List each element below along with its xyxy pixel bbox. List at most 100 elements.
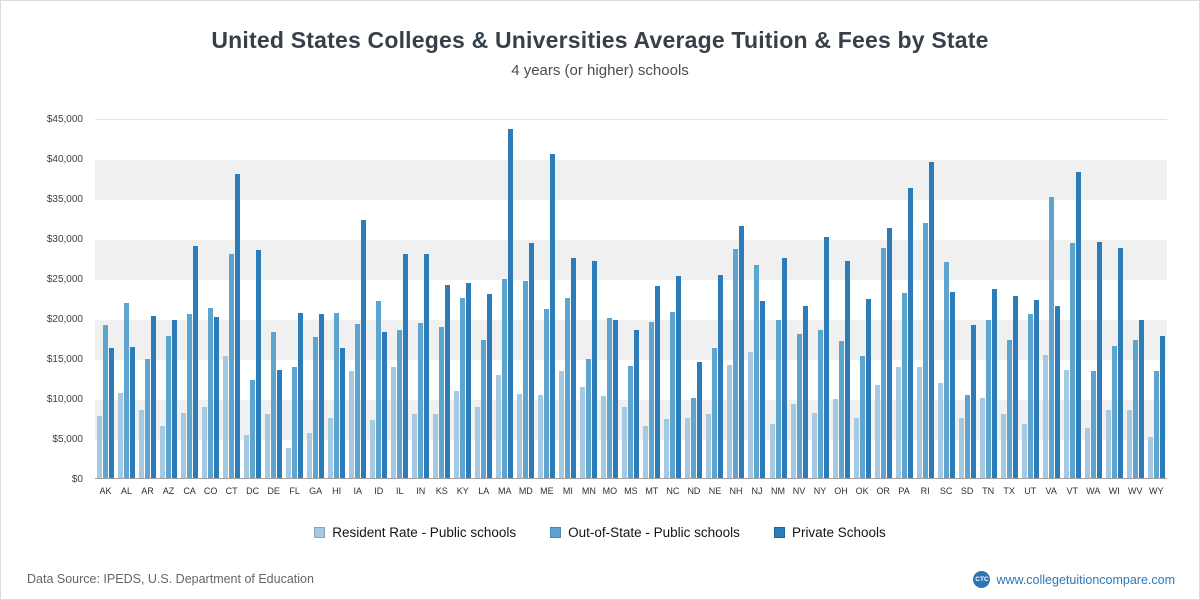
legend-item-private-schools[interactable]: Private Schools — [773, 525, 886, 540]
bar-group-wy — [1146, 120, 1167, 478]
bar — [781, 258, 787, 478]
bar — [187, 314, 193, 478]
legend-label: Private Schools — [791, 525, 886, 540]
bar-group-de — [263, 120, 284, 478]
y-tick-label: $10,000 — [46, 394, 83, 405]
bar — [565, 298, 571, 478]
bar-group-ma — [494, 120, 515, 478]
bar-group-ia — [347, 120, 368, 478]
bar-group-ky — [452, 120, 473, 478]
bar — [802, 306, 808, 478]
bar — [1075, 171, 1081, 478]
bar-group-wa — [1083, 120, 1104, 478]
bar-group-ne — [704, 120, 725, 478]
x-tick-label: MA — [498, 486, 512, 496]
bar — [1090, 371, 1096, 478]
x-tick-label: TX — [1003, 486, 1015, 496]
bar — [916, 367, 922, 478]
bar — [1063, 369, 1069, 478]
bar — [979, 398, 985, 478]
bar-group-or — [873, 120, 894, 478]
bar — [592, 260, 598, 478]
bar — [739, 225, 745, 478]
site-link[interactable]: CTC www.collegetuitioncompare.com — [973, 571, 1175, 588]
bar — [865, 299, 871, 478]
bar — [481, 340, 487, 478]
x-tick-label: OH — [834, 486, 848, 496]
y-tick-label: $15,000 — [46, 354, 83, 365]
bar — [298, 313, 304, 478]
x-tick-label: CO — [203, 486, 218, 496]
bar — [502, 279, 508, 478]
x-tick-label: NY — [813, 486, 827, 496]
bar-group-nh — [725, 120, 746, 478]
x-tick-label: VT — [1066, 486, 1078, 496]
bar — [718, 275, 724, 478]
bar — [544, 308, 550, 478]
y-tick-label: $45,000 — [46, 114, 83, 125]
bar — [466, 283, 472, 478]
legend-item-resident-rate-public-schools[interactable]: Resident Rate - Public schools — [314, 525, 516, 540]
bar-group-fl — [284, 120, 305, 478]
x-tick-label: IA — [353, 486, 362, 496]
bar-group-md — [515, 120, 536, 478]
bar — [376, 300, 382, 478]
bar — [361, 220, 367, 478]
bar — [1159, 336, 1165, 478]
x-tick-label: FL — [289, 486, 300, 496]
bar — [922, 223, 928, 478]
bar — [355, 323, 361, 478]
bar-group-mt — [641, 120, 662, 478]
bar — [256, 249, 262, 478]
bar — [670, 311, 676, 478]
bar-group-al — [116, 120, 137, 478]
bar-group-ny — [810, 120, 831, 478]
x-tick-label: KS — [435, 486, 448, 496]
bar — [775, 319, 781, 478]
bar — [328, 418, 334, 478]
y-tick-label: $20,000 — [46, 314, 83, 325]
x-tick-label: ND — [687, 486, 701, 496]
x-tick-label: MN — [581, 486, 596, 496]
bar — [571, 257, 577, 478]
bar — [1027, 314, 1033, 478]
x-tick-label: ID — [374, 486, 384, 496]
bar — [166, 336, 172, 478]
bar-group-nm — [768, 120, 789, 478]
legend-item-out-of-state-public-schools[interactable]: Out-of-State - Public schools — [550, 525, 740, 540]
bar-group-il — [389, 120, 410, 478]
bar — [1069, 243, 1075, 478]
bar — [748, 351, 754, 478]
x-tick-label: NJ — [751, 486, 763, 496]
bar — [1054, 306, 1060, 478]
x-tick-label: MI — [562, 486, 573, 496]
bar — [412, 413, 418, 478]
bar — [727, 365, 733, 478]
bar — [391, 367, 397, 478]
bar — [160, 426, 166, 478]
bar — [424, 253, 430, 478]
x-tick-label: WV — [1128, 486, 1143, 496]
bar — [496, 374, 502, 478]
bar-group-la — [473, 120, 494, 478]
x-tick-label: NV — [792, 486, 806, 496]
bar-group-nj — [746, 120, 767, 478]
bar — [1000, 414, 1006, 478]
bar — [817, 330, 823, 478]
bar — [886, 228, 892, 478]
bar — [349, 371, 355, 478]
legend-swatch-icon — [550, 527, 562, 538]
x-tick-label: MT — [645, 486, 659, 496]
bar — [760, 300, 766, 478]
bar — [475, 407, 481, 478]
x-tick-label: MD — [518, 486, 533, 496]
bar — [838, 341, 844, 478]
bar-group-sc — [936, 120, 957, 478]
chart-legend: Resident Rate - Public schools Out-of-Sta… — [1, 525, 1199, 540]
legend-label: Resident Rate - Public schools — [332, 525, 517, 540]
bar-group-ok — [852, 120, 873, 478]
x-tick-label: AL — [121, 486, 133, 496]
bar-group-ct — [221, 120, 242, 478]
bar-group-nc — [662, 120, 683, 478]
bar — [580, 387, 586, 478]
